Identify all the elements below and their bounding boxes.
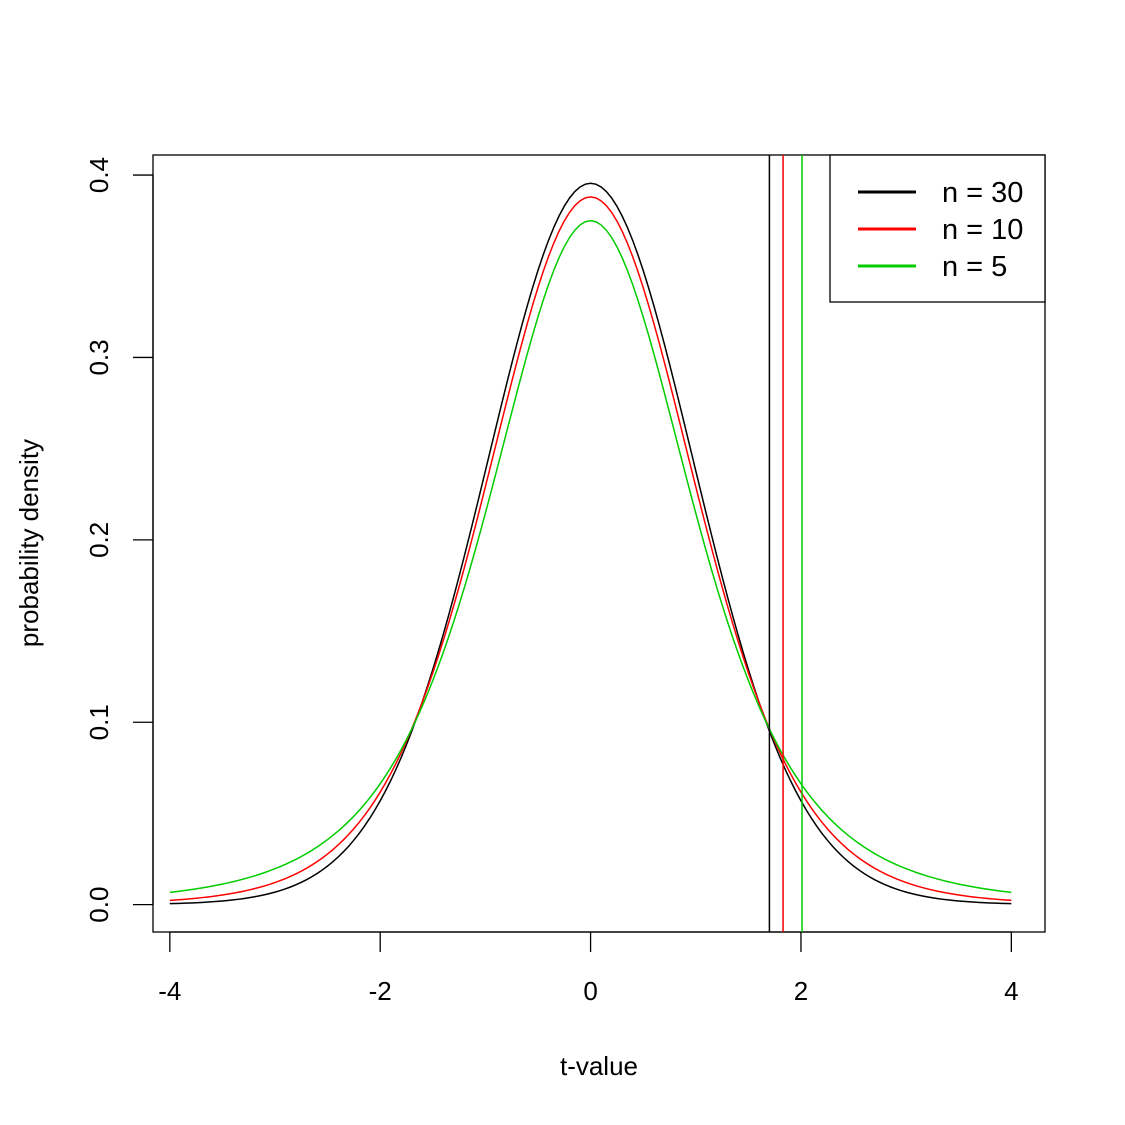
x-axis-title: t-value: [560, 1051, 638, 1081]
x-tick-label: -4: [158, 976, 181, 1006]
x-axis: -4 -2 0 2 4: [158, 931, 1019, 1006]
y-tick-label: 0.1: [84, 704, 114, 740]
legend-label: n = 5: [942, 251, 1007, 283]
legend-label: n = 30: [942, 177, 1023, 209]
x-tick-label: 2: [794, 976, 808, 1006]
series-line: [169, 219, 1012, 894]
x-tick-label: -2: [369, 976, 392, 1006]
x-tick-label: 0: [583, 976, 597, 1006]
y-tick-label: 0.3: [84, 339, 114, 375]
y-tick-label: 0.0: [84, 887, 114, 923]
y-tick-label: 0.2: [84, 522, 114, 558]
plot-lines: [169, 182, 1012, 905]
y-tick-label: 0.4: [84, 157, 114, 193]
y-axis-title: probability density: [14, 439, 44, 647]
y-axis: 0.0 0.1 0.2 0.3 0.4: [84, 157, 154, 923]
x-tick-label: 4: [1004, 976, 1018, 1006]
legend-label: n = 10: [942, 214, 1023, 246]
series-line: [169, 182, 1012, 905]
legend: n = 30 n = 10 n = 5: [829, 154, 1046, 303]
series-line: [169, 196, 1012, 902]
critical-value-lines: [768, 155, 803, 932]
